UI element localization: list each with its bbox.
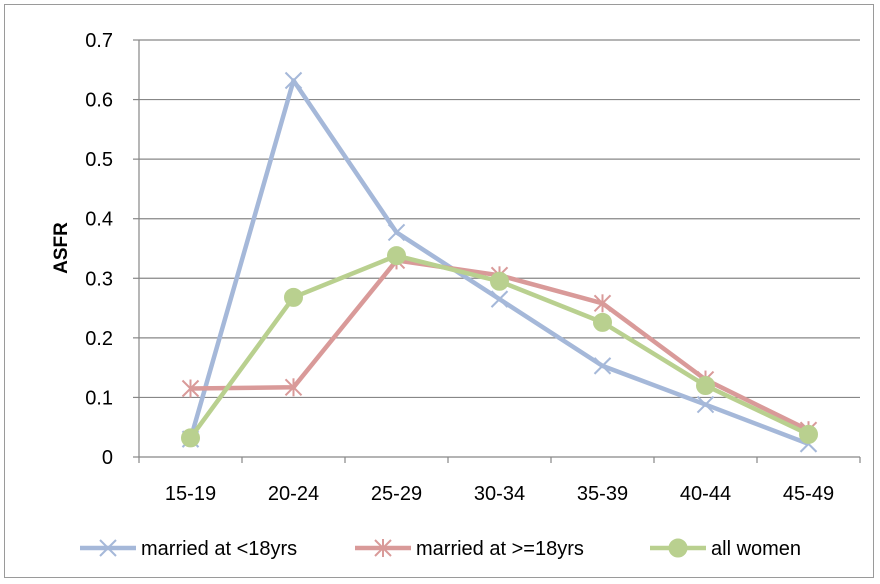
y-tick-label: 0.7: [85, 30, 113, 52]
data-point: [284, 378, 303, 397]
x-tick-label: 35-39: [577, 483, 628, 505]
y-tick-labels: 0 0.1 0.2 0.3 0.4 0.5 0.6 0.7: [85, 30, 113, 469]
legend-item: married at >=18yrs: [355, 538, 584, 560]
data-point: [387, 246, 406, 266]
data-point: [374, 539, 392, 557]
gridlines: [133, 39, 860, 458]
y-tick-label: 0.4: [85, 209, 113, 231]
data-point: [696, 395, 715, 414]
y-axis-title: ASFR: [51, 222, 72, 274]
legend-label: married at <18yrs: [141, 538, 297, 560]
data-point: [799, 424, 818, 444]
x-tick-label: 45-49: [783, 483, 834, 505]
data-point: [696, 376, 715, 396]
legend: married at <18yrs married at >=18yrs all w…: [80, 538, 801, 560]
y-tick-label: 0.2: [85, 328, 113, 350]
y-tick-label: 0.5: [85, 149, 113, 171]
data-point: [668, 538, 688, 558]
legend-label: married at >=18yrs: [416, 538, 584, 560]
data-point: [387, 223, 406, 242]
y-tick-label: 0.1: [85, 387, 113, 409]
y-tick-label: 0.3: [85, 268, 113, 290]
x-tick-label: 25-29: [371, 483, 422, 505]
y-tick-label: 0.6: [85, 90, 113, 112]
data-point: [284, 71, 303, 90]
legend-item: all women: [650, 538, 801, 560]
data-point: [490, 271, 509, 291]
data-point: [181, 428, 200, 448]
data-point: [490, 290, 509, 308]
x-tick-labels: 15-19 20-24 25-29 30-34 35-39 40-44 45-49: [165, 483, 834, 505]
data-point: [593, 294, 612, 313]
x-tick-label: 40-44: [680, 483, 731, 505]
x-tick-label: 20-24: [268, 483, 319, 505]
y-tick-label: 0: [102, 447, 113, 469]
data-point: [181, 379, 200, 398]
data-point: [593, 312, 612, 332]
legend-item: married at <18yrs: [80, 538, 297, 560]
x-tick-label: 30-34: [474, 483, 525, 505]
data-point: [593, 357, 612, 375]
data-point: [99, 539, 117, 557]
legend-label: all women: [711, 538, 801, 560]
series-3: [181, 246, 818, 448]
axes: [138, 40, 861, 463]
data-point: [284, 287, 303, 307]
x-tick-label: 15-19: [165, 483, 216, 505]
series-lines: [181, 71, 818, 453]
